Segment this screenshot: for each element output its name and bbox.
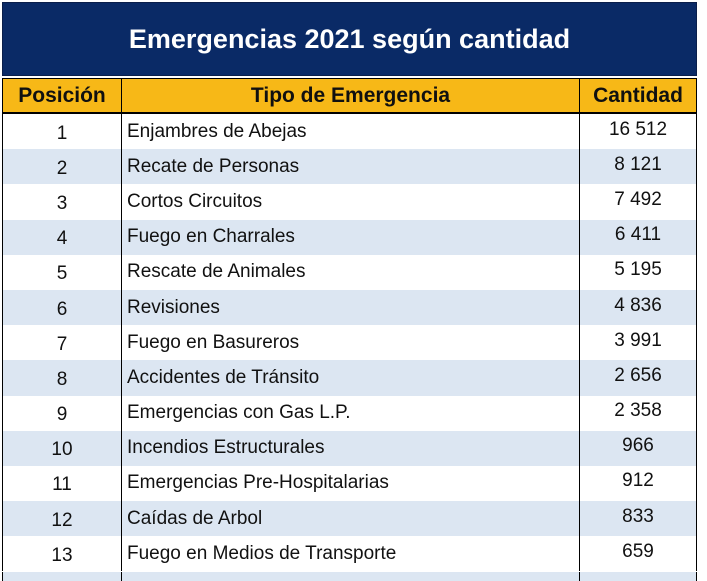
emergency-type-cell: Revisiones — [122, 289, 580, 326]
table-header-row: Posición Tipo de Emergencia Cantidad — [2, 78, 697, 114]
emergency-type-cell: Recate de Personas — [122, 149, 580, 185]
emergency-type-cell: Accidentes de Tránsito — [122, 360, 580, 396]
position-cell: 2 — [2, 149, 122, 185]
quantity-cell: 3 991 — [580, 325, 697, 361]
table-row: 10 Incendios Estructurales 966 — [2, 430, 697, 466]
position-cell: 9 — [2, 395, 122, 431]
quantity-cell: 659 — [580, 536, 697, 572]
table-row: 3 Cortos Circuitos 7 492 — [2, 184, 697, 220]
table-row: 12 Caídas de Arbol 833 — [2, 501, 697, 537]
emergency-type-cell: Emergencias Pre-Hospitalarias — [122, 465, 580, 502]
table-row: 7 Fuego en Basureros 3 991 — [2, 325, 697, 361]
emergency-type-cell: Enjambres de Abejas — [122, 114, 580, 150]
header-quantity: Cantidad — [580, 79, 697, 112]
table-row: 11 Emergencias Pre-Hospitalarias 912 — [2, 465, 697, 502]
quantity-cell: 16 512 — [580, 114, 697, 150]
quantity-cell: 2 656 — [580, 360, 697, 396]
table-row: 4 Fuego en Charrales 6 411 — [2, 219, 697, 255]
emergency-type-cell: Incendios Estructurales — [122, 430, 580, 466]
position-cell: 5 — [2, 254, 122, 290]
quantity-cell: 4 836 — [580, 289, 697, 326]
quantity-cell: 966 — [580, 430, 697, 466]
table-row: 6 Revisiones 4 836 — [2, 289, 697, 326]
quantity-cell: 2 358 — [580, 395, 697, 431]
header-type: Tipo de Emergencia — [122, 79, 580, 112]
header-position: Posición — [2, 79, 122, 112]
position-cell: 1 — [2, 114, 122, 150]
emergency-type-cell: Fuego en Medios de Transporte — [122, 536, 580, 572]
quantity-cell: 6 411 — [580, 219, 697, 255]
emergency-type-cell: Emergencias con Gas L.P. — [122, 395, 580, 431]
table-row: 5 Rescate de Animales 5 195 — [2, 254, 697, 290]
table-row: 1 Enjambres de Abejas 16 512 — [2, 114, 697, 150]
quantity-cell: 5 195 — [580, 254, 697, 290]
position-cell: 11 — [2, 465, 122, 502]
position-cell: 4 — [2, 219, 122, 255]
quantity-cell: 7 492 — [580, 184, 697, 220]
emergency-type-cell: Fuego en Basureros — [122, 325, 580, 361]
quantity-cell: 912 — [580, 465, 697, 502]
position-cell: 12 — [2, 501, 122, 537]
quantity-cell: 8 121 — [580, 149, 697, 185]
position-cell: 7 — [2, 325, 122, 361]
table-row: 9 Emergencias con Gas L.P. 2 358 — [2, 395, 697, 431]
emergency-type-cell: Caídas de Arbol — [122, 501, 580, 537]
table-cell-partial — [2, 572, 122, 581]
table-cell-partial — [580, 572, 697, 581]
quantity-cell: 833 — [580, 501, 697, 537]
position-cell: 6 — [2, 289, 122, 326]
emergency-type-cell: Fuego en Charrales — [122, 219, 580, 255]
position-cell: 3 — [2, 184, 122, 220]
position-cell: 10 — [2, 430, 122, 466]
table-row: 2 Recate de Personas 8 121 — [2, 149, 697, 185]
emergency-type-cell: Rescate de Animales — [122, 254, 580, 290]
table-row-partial — [2, 572, 697, 581]
emergency-type-cell: Cortos Circuitos — [122, 184, 580, 220]
table-body: 1 Enjambres de Abejas 16 512 2 Recate de Per… — [2, 114, 697, 572]
table-cell-partial — [122, 572, 580, 581]
position-cell: 8 — [2, 360, 122, 396]
table-title: Emergencias 2021 según cantidad — [2, 2, 697, 76]
table-row: 13 Fuego en Medios de Transporte 659 — [2, 536, 697, 572]
table-row: 8 Accidentes de Tránsito 2 656 — [2, 360, 697, 396]
position-cell: 13 — [2, 536, 122, 572]
